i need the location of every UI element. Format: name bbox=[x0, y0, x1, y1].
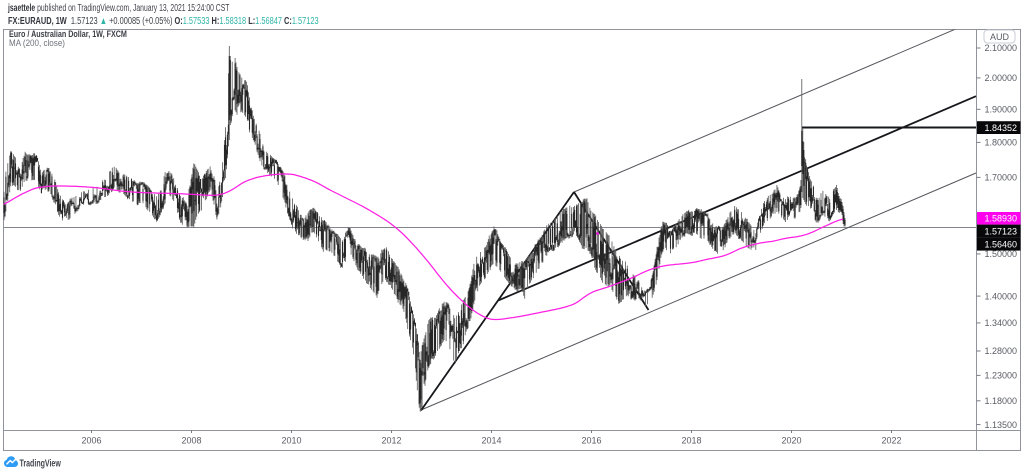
svg-text:1.58930: 1.58930 bbox=[985, 214, 1018, 224]
svg-text:2010: 2010 bbox=[281, 436, 301, 446]
svg-text:2012: 2012 bbox=[381, 436, 401, 446]
svg-text:2006: 2006 bbox=[81, 436, 101, 446]
svg-text:1.84352: 1.84352 bbox=[985, 123, 1018, 133]
svg-text:2014: 2014 bbox=[481, 436, 501, 446]
svg-text:1.57123: 1.57123 bbox=[985, 227, 1018, 237]
svg-text:2022: 2022 bbox=[881, 436, 901, 446]
svg-text:1.34000: 1.34000 bbox=[985, 318, 1018, 328]
svg-text:2008: 2008 bbox=[181, 436, 201, 446]
svg-text:1.56460: 1.56460 bbox=[985, 240, 1018, 250]
svg-text:1.18000: 1.18000 bbox=[985, 396, 1018, 406]
svg-text:1.50000: 1.50000 bbox=[985, 249, 1018, 259]
svg-text:AUD: AUD bbox=[990, 32, 1010, 42]
svg-text:2016: 2016 bbox=[581, 436, 601, 446]
svg-text:2020: 2020 bbox=[781, 436, 801, 446]
svg-text:1.80000: 1.80000 bbox=[985, 138, 1018, 148]
svg-text:2.10000: 2.10000 bbox=[985, 43, 1018, 53]
svg-text:TradingView: TradingView bbox=[20, 457, 62, 468]
svg-text:1.90000: 1.90000 bbox=[985, 105, 1018, 115]
svg-text:1.40000: 1.40000 bbox=[985, 291, 1018, 301]
svg-text:Euro / Australian Dollar, 1W,: Euro / Australian Dollar, 1W, FXCM bbox=[9, 28, 127, 39]
svg-text:1.70000: 1.70000 bbox=[985, 173, 1018, 183]
svg-text:1.28000: 1.28000 bbox=[985, 346, 1018, 356]
svg-text:1.23000: 1.23000 bbox=[985, 371, 1018, 381]
svg-text:1.13500: 1.13500 bbox=[985, 420, 1018, 430]
svg-text:2.00000: 2.00000 bbox=[985, 73, 1018, 83]
svg-text:2018: 2018 bbox=[681, 436, 701, 446]
svg-text:MA (200, close): MA (200, close) bbox=[9, 37, 65, 48]
